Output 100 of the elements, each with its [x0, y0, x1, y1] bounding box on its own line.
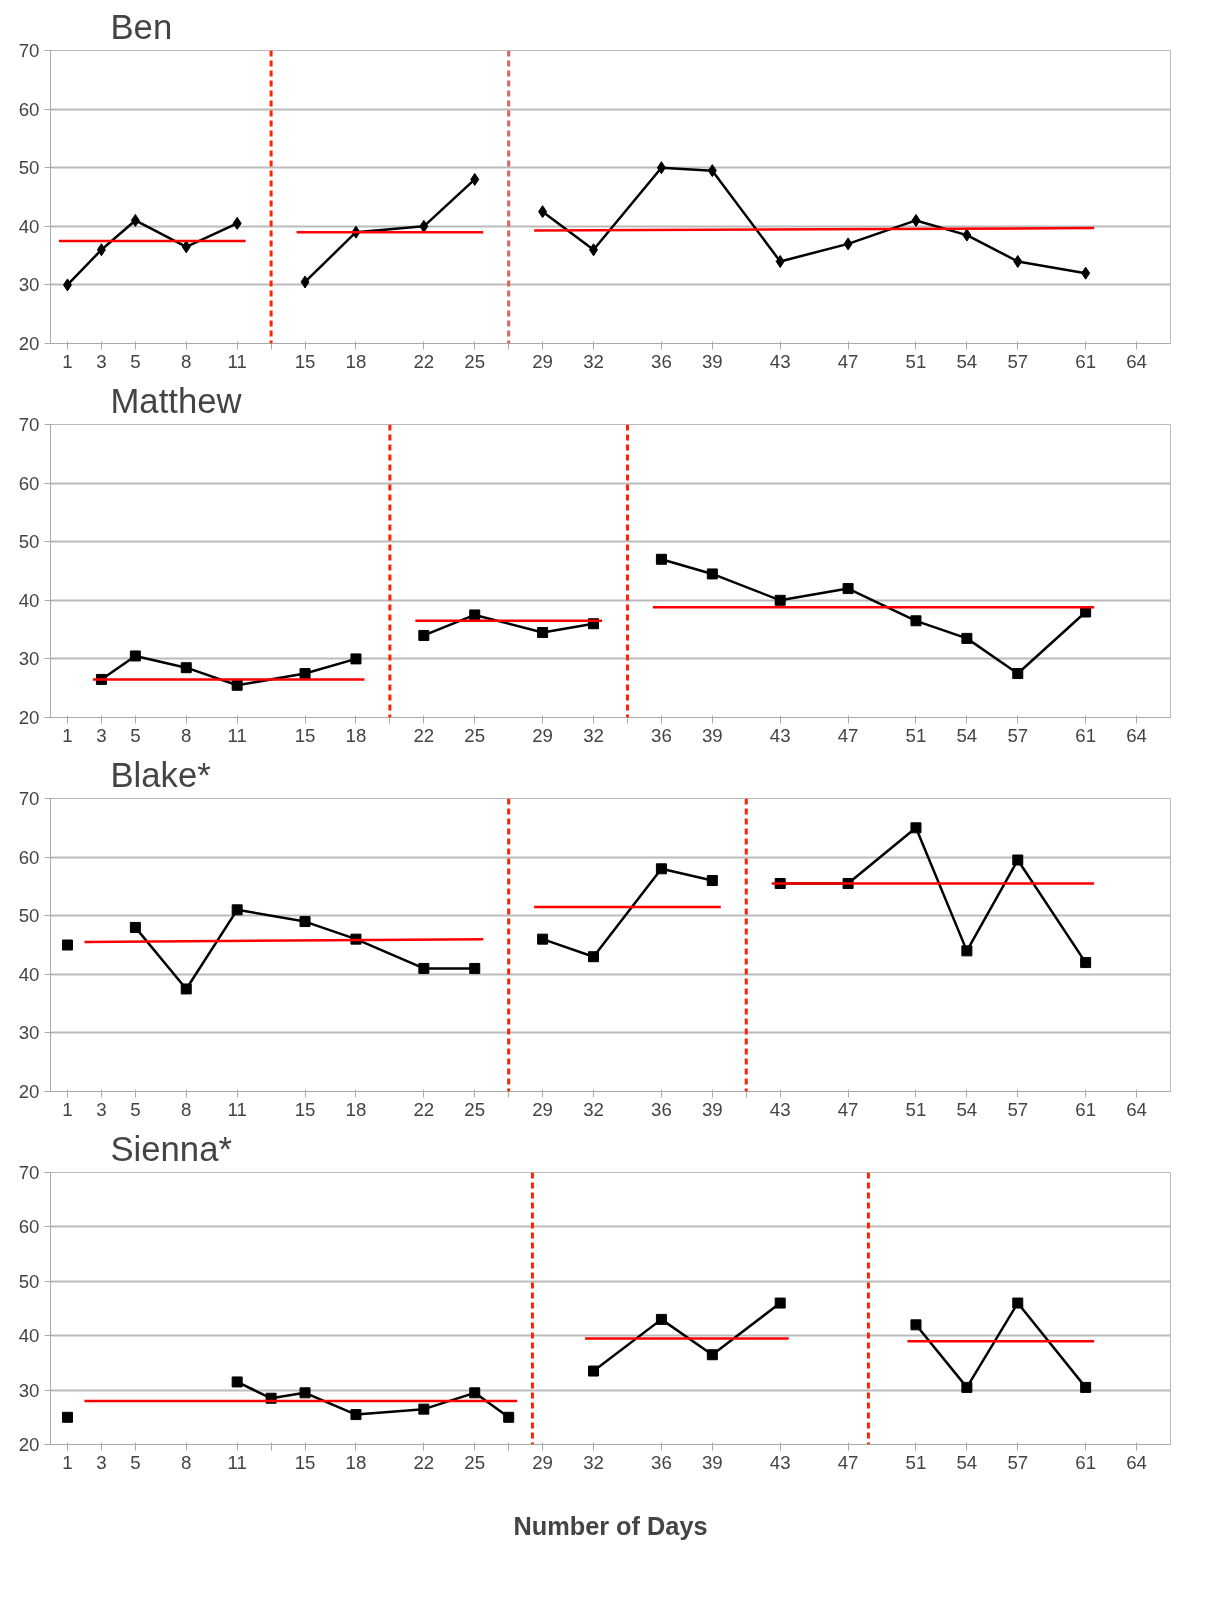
point — [231, 904, 243, 916]
x-tick-label: 47 — [837, 724, 859, 746]
x-tick-label: 54 — [956, 1098, 978, 1120]
y-tick-label: 50 — [18, 157, 40, 179]
point — [299, 1387, 311, 1399]
x-tick-label: 25 — [464, 1098, 486, 1120]
point — [300, 275, 310, 289]
x-tick-label: 43 — [769, 1098, 791, 1120]
x-tick-label: 11 — [227, 350, 247, 372]
point — [129, 921, 141, 933]
x-tick-label: 3 — [96, 1451, 107, 1473]
point — [1012, 854, 1024, 866]
x-tick-label: 39 — [701, 724, 723, 746]
point — [61, 939, 73, 951]
x-tick-label: 32 — [583, 1451, 604, 1473]
x-tick-label: 5 — [130, 1098, 141, 1120]
point — [180, 662, 192, 674]
x-tick-label: 32 — [583, 724, 604, 746]
x-tick-label: 11 — [227, 1098, 247, 1120]
chart-title: Matthew — [110, 381, 243, 420]
point — [1012, 1297, 1024, 1309]
x-tick-label: 15 — [294, 1098, 316, 1120]
x-tick-label: 51 — [905, 1098, 927, 1120]
x-tick-label: 11 — [227, 1451, 247, 1473]
x-tick-label: 8 — [181, 1098, 192, 1120]
y-tick-label: 20 — [18, 333, 40, 354]
y-tick-label: 20 — [18, 1081, 40, 1102]
point — [231, 679, 243, 691]
x-tick-label: 32 — [583, 1098, 604, 1120]
y-tick-label: 40 — [18, 589, 40, 611]
point — [962, 228, 972, 242]
point — [180, 983, 192, 995]
point — [910, 822, 922, 834]
x-tick-label: 61 — [1075, 350, 1097, 372]
x-tick-label: 8 — [181, 350, 192, 372]
y-tick-label: 70 — [18, 788, 40, 809]
x-tick-label: 25 — [464, 724, 486, 746]
point — [96, 243, 106, 257]
point — [62, 278, 72, 292]
x-tick-label: 43 — [769, 1451, 791, 1473]
point — [181, 240, 191, 254]
point — [706, 1349, 718, 1361]
point — [774, 1297, 786, 1309]
point — [589, 243, 599, 257]
x-tick-label: 61 — [1075, 1451, 1097, 1473]
chart-title: Ben — [110, 7, 173, 46]
point — [418, 962, 430, 974]
x-tick-label: 36 — [651, 1451, 672, 1473]
point — [961, 1381, 973, 1393]
x-tick-label: 15 — [294, 724, 316, 746]
point — [588, 1365, 600, 1377]
y-tick-label: 70 — [18, 1162, 40, 1183]
x-tick-label: 25 — [464, 350, 486, 372]
x-tick-label: 29 — [532, 1451, 554, 1473]
x-tick-label: 18 — [345, 1451, 367, 1473]
x-tick-label: 25 — [464, 1451, 486, 1473]
x-tick-label: 47 — [837, 1098, 859, 1120]
point — [350, 653, 362, 665]
point — [129, 650, 141, 662]
point — [706, 568, 718, 580]
x-axis-title: Number of Days — [513, 1511, 708, 1540]
y-tick-label: 50 — [18, 905, 40, 927]
point — [1012, 668, 1024, 680]
x-tick-label: 8 — [181, 1451, 192, 1473]
point — [538, 205, 548, 219]
x-tick-label: 36 — [651, 350, 672, 372]
x-tick-label: 64 — [1126, 350, 1147, 372]
x-tick-label: 61 — [1075, 724, 1097, 746]
x-tick-label: 43 — [769, 350, 791, 372]
point — [61, 1411, 73, 1423]
point — [775, 254, 785, 268]
point — [419, 219, 429, 233]
x-tick-label: 22 — [413, 350, 435, 372]
x-tick-label: 39 — [701, 1451, 723, 1473]
point — [231, 1376, 243, 1388]
point — [655, 1313, 667, 1325]
y-tick-label: 30 — [18, 1022, 40, 1044]
point — [130, 213, 140, 227]
point — [469, 1387, 481, 1399]
point — [707, 164, 717, 178]
x-tick-label: 36 — [651, 724, 672, 746]
x-tick-label: 57 — [1007, 1451, 1029, 1473]
x-tick-label: 39 — [701, 350, 723, 372]
point — [232, 216, 242, 230]
point — [911, 213, 921, 227]
x-tick-label: 43 — [769, 724, 791, 746]
point — [774, 594, 786, 606]
x-tick-label: 15 — [294, 1451, 316, 1473]
point — [588, 951, 600, 963]
x-tick-label: 47 — [837, 350, 859, 372]
point — [655, 553, 667, 565]
x-tick-label: 22 — [413, 724, 435, 746]
y-tick-label: 40 — [18, 1325, 40, 1347]
point — [706, 875, 718, 887]
x-tick-label: 1 — [62, 1098, 73, 1120]
x-tick-label: 18 — [345, 724, 367, 746]
x-tick-label: 57 — [1007, 724, 1029, 746]
x-tick-label: 22 — [413, 1451, 435, 1473]
point — [418, 629, 430, 641]
x-tick-label: 64 — [1126, 1451, 1147, 1473]
